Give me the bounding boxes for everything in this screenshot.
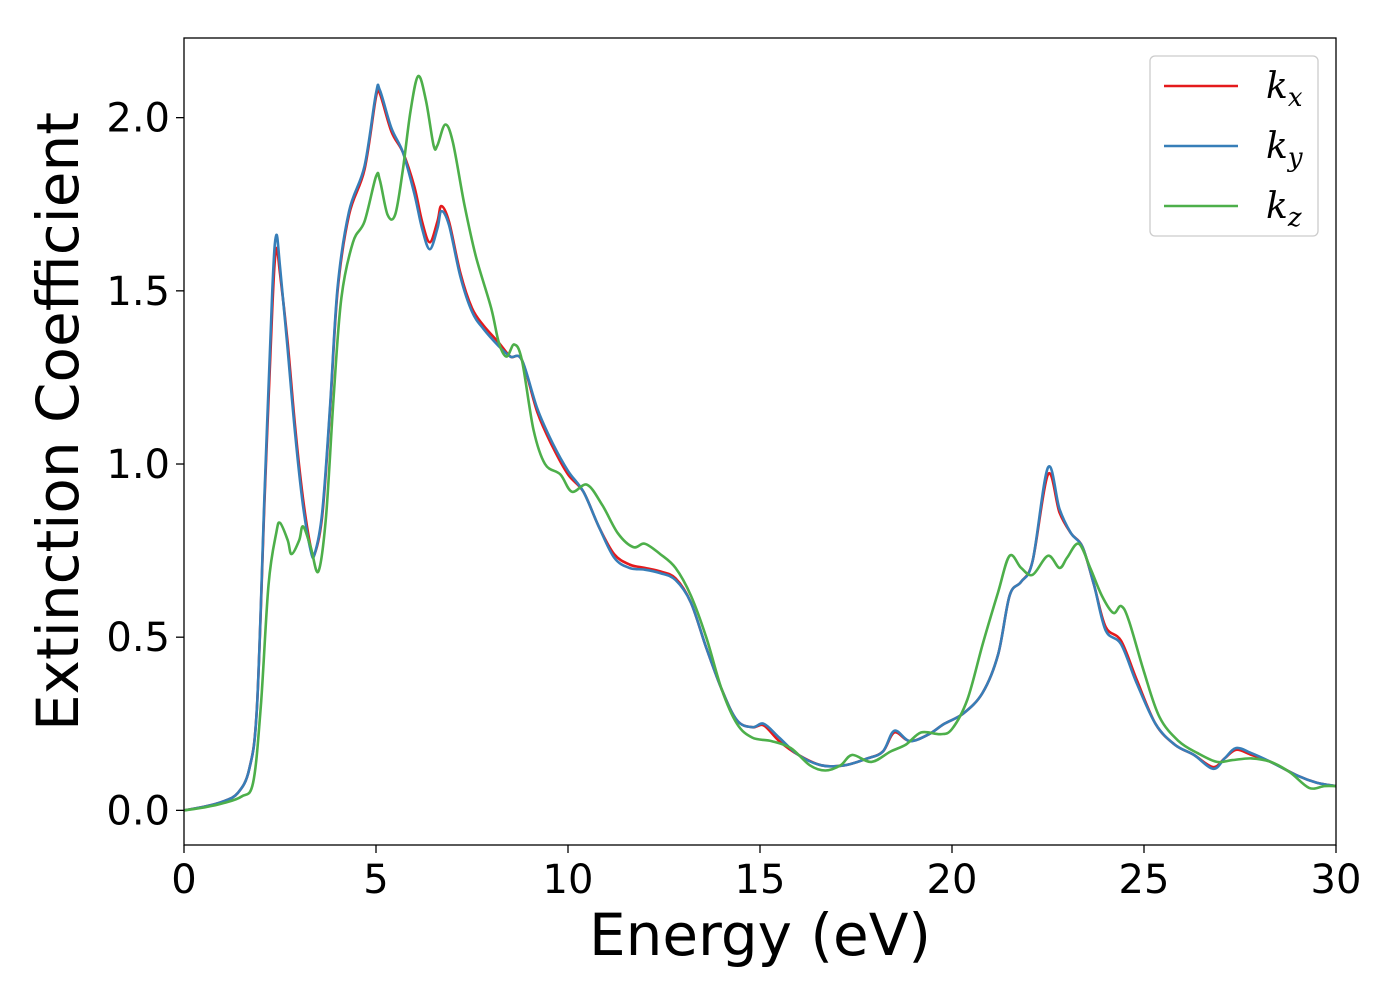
x-tick-label: 5 [363,857,388,903]
y-tick-label: 0.0 [106,788,170,834]
legend-label-kx: kx [1266,66,1303,113]
x-axis-title: Energy (eV) [589,901,931,969]
axis-ticks: 0 5 10 15 20 25 30 0.0 0.5 1.0 1.5 2.0 [106,96,1361,903]
x-tick-label: 20 [927,857,978,903]
legend-label-subscript: z [1287,203,1302,233]
y-tick-label: 1.0 [106,442,170,488]
legend-label-subscript: x [1288,83,1303,113]
x-tick-label: 25 [1119,857,1170,903]
series-line-kz [184,74,1336,812]
y-tick-label: 2.0 [106,96,170,142]
x-tick-label: 15 [735,857,786,903]
legend-label-base: k [1266,126,1288,167]
y-tick-label: 1.5 [106,269,170,315]
legend-label-ky: ky [1266,126,1303,173]
x-tick-label: 30 [1311,857,1362,903]
x-tick-label: 0 [171,857,196,903]
legend-label-base: k [1266,66,1288,107]
y-tick-label: 0.5 [106,615,170,661]
legend-label-subscript: y [1287,143,1303,173]
x-tick-label: 10 [543,857,594,903]
legend-label-kz: kz [1266,186,1302,233]
y-axis-title: Extinction Coefficient [24,112,92,731]
series-lines [184,74,1336,812]
legend-label-base: k [1266,186,1288,227]
